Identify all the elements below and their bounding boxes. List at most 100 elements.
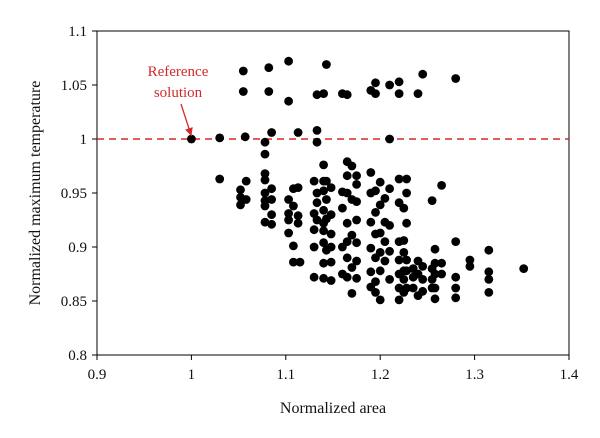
data-point bbox=[375, 248, 385, 257]
data-point bbox=[236, 185, 245, 195]
data-point bbox=[326, 257, 336, 267]
data-point bbox=[375, 295, 385, 305]
data-point bbox=[451, 293, 461, 303]
data-point bbox=[319, 89, 328, 98]
data-point bbox=[352, 238, 361, 248]
data-point bbox=[267, 195, 276, 204]
data-point bbox=[284, 228, 293, 238]
data-point bbox=[394, 89, 404, 98]
data-point bbox=[241, 176, 251, 186]
data-point bbox=[322, 60, 331, 69]
data-point bbox=[342, 237, 352, 247]
data-point bbox=[240, 132, 250, 142]
data-point bbox=[371, 208, 380, 217]
data-point bbox=[215, 133, 225, 143]
data-point bbox=[284, 215, 293, 225]
data-point bbox=[484, 245, 494, 255]
y-tick-label: 1.1 bbox=[68, 24, 87, 40]
x-axis-title: Normalized area bbox=[280, 400, 386, 417]
data-point bbox=[385, 221, 394, 230]
data-point bbox=[342, 188, 352, 198]
data-point bbox=[484, 267, 494, 277]
data-point bbox=[309, 176, 319, 186]
data-point bbox=[326, 242, 336, 252]
data-point bbox=[260, 149, 270, 159]
data-point bbox=[295, 257, 305, 267]
data-point bbox=[371, 277, 380, 286]
data-point bbox=[385, 134, 394, 144]
data-point bbox=[402, 188, 411, 198]
data-point bbox=[319, 238, 328, 248]
x-tick-label: 1 bbox=[188, 367, 196, 383]
data-point bbox=[430, 294, 440, 304]
data-point bbox=[284, 56, 293, 66]
data-point bbox=[418, 69, 428, 79]
data-point bbox=[264, 87, 274, 96]
data-point bbox=[385, 275, 394, 284]
data-point bbox=[366, 243, 376, 253]
y-axis: 0.8 0.85 0.9 0.95 1 1.05 1.1 bbox=[61, 24, 97, 364]
data-point bbox=[375, 177, 385, 187]
data-point bbox=[241, 195, 251, 204]
data-point bbox=[312, 90, 322, 100]
data-point bbox=[402, 266, 411, 276]
data-point bbox=[352, 197, 361, 207]
data-point bbox=[342, 272, 352, 282]
data-point bbox=[284, 195, 293, 204]
data-point bbox=[402, 218, 411, 228]
data-point bbox=[326, 183, 336, 193]
data-point bbox=[342, 253, 352, 263]
data-point bbox=[402, 174, 411, 184]
data-point bbox=[293, 183, 303, 193]
data-point bbox=[371, 89, 380, 98]
data-point bbox=[347, 230, 357, 240]
x-tick-label: 0.9 bbox=[88, 367, 107, 383]
data-point bbox=[430, 269, 440, 279]
data-point bbox=[260, 201, 270, 211]
data-point bbox=[437, 258, 446, 268]
data-point bbox=[402, 255, 411, 265]
data-point bbox=[394, 174, 404, 184]
data-point bbox=[366, 168, 376, 177]
annotation-line-2: solution bbox=[154, 85, 203, 101]
data-point bbox=[338, 203, 347, 213]
data-point bbox=[289, 257, 298, 267]
annotation-line-1: Reference bbox=[148, 64, 209, 80]
data-point bbox=[352, 171, 361, 181]
data-point bbox=[366, 267, 376, 277]
data-point bbox=[347, 263, 357, 272]
data-point bbox=[451, 283, 461, 293]
data-point bbox=[309, 242, 319, 252]
data-point bbox=[347, 161, 357, 171]
data-point bbox=[347, 289, 357, 298]
data-point bbox=[375, 228, 385, 238]
data-point bbox=[465, 255, 475, 265]
x-tick-label: 1.2 bbox=[371, 367, 390, 383]
data-point bbox=[319, 258, 328, 268]
data-point bbox=[326, 276, 336, 285]
data-point bbox=[260, 169, 270, 179]
data-point bbox=[260, 175, 270, 185]
y-tick-label: 0.8 bbox=[68, 348, 87, 364]
data-point bbox=[342, 218, 352, 228]
data-point bbox=[408, 283, 418, 293]
data-point bbox=[312, 137, 322, 147]
data-point bbox=[260, 137, 270, 147]
data-point bbox=[385, 80, 394, 90]
data-point bbox=[380, 256, 390, 266]
data-point bbox=[322, 176, 331, 186]
data-point bbox=[399, 236, 409, 245]
data-point bbox=[427, 196, 437, 206]
data-point bbox=[238, 66, 248, 76]
data-point bbox=[260, 188, 270, 198]
data-point bbox=[319, 226, 328, 236]
data-point bbox=[260, 217, 270, 227]
data-point bbox=[319, 186, 328, 196]
data-point bbox=[284, 209, 293, 218]
data-point bbox=[326, 210, 336, 220]
data-point bbox=[430, 258, 440, 268]
data-point bbox=[309, 225, 319, 235]
x-tick-label: 1.1 bbox=[276, 367, 295, 383]
plot-area bbox=[96, 30, 570, 356]
data-point bbox=[465, 262, 475, 271]
